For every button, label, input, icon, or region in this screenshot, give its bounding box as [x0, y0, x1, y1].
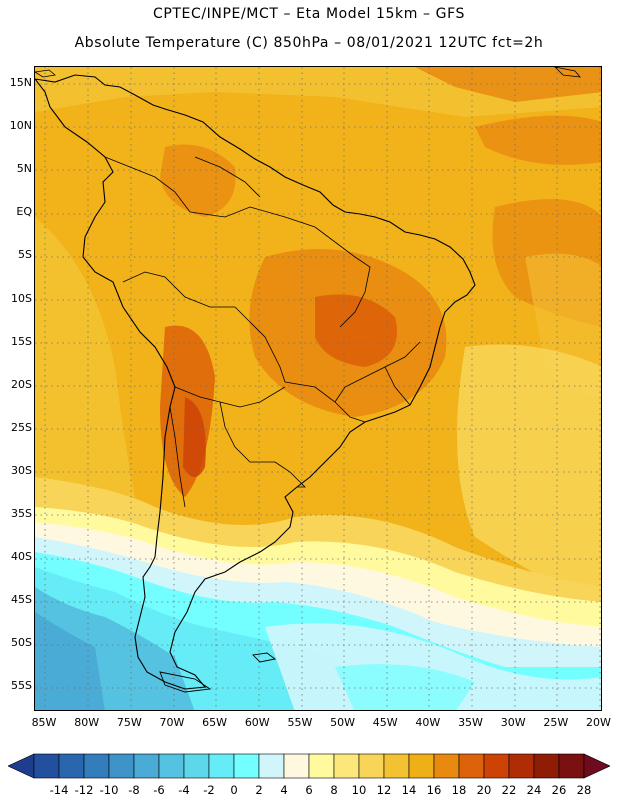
colorbar-label: 6	[305, 783, 313, 797]
lon-label: 60W	[244, 716, 270, 729]
colorbar-swatch	[458, 753, 485, 779]
colorbar-label: 22	[501, 783, 517, 797]
colorbar-swatch	[158, 753, 185, 779]
lon-label: 45W	[372, 716, 398, 729]
lat-label: 40S	[11, 550, 32, 564]
colorbar	[8, 753, 610, 779]
colorbar-label: -10	[99, 783, 119, 797]
colorbar-label: 16	[426, 783, 442, 797]
colorbar-label: 14	[401, 783, 417, 797]
map-title: CPTEC/INPE/MCT – Eta Model 15km – GFS	[152, 6, 466, 22]
colorbar-label: -8	[128, 783, 140, 797]
lon-label: 55W	[287, 716, 313, 729]
colorbar-swatch	[58, 753, 85, 779]
lon-label: 20W	[586, 716, 611, 729]
lat-label: 10S	[11, 291, 32, 305]
lat-label: 50S	[11, 636, 32, 650]
colorbar-swatch	[533, 753, 560, 779]
lon-label: 80W	[74, 716, 100, 729]
lat-label: 5S	[18, 248, 32, 262]
colorbar-swatch	[33, 753, 60, 779]
colorbar-label: 26	[551, 783, 567, 797]
colorbar-label: 28	[576, 783, 592, 797]
continent-outline	[35, 74, 476, 690]
colorbar-label: 18	[451, 783, 467, 797]
lon-label: 35W	[458, 716, 483, 729]
lat-label: 5N	[16, 162, 32, 176]
colorbar-label: 4	[280, 783, 288, 797]
lon-label: 50W	[330, 716, 355, 729]
colorbar-swatch	[208, 753, 235, 779]
colorbar-swatch	[508, 753, 535, 779]
colorbar-swatch	[258, 753, 285, 779]
colorbar-label: 0	[230, 783, 238, 797]
lat-label: 15S	[11, 334, 32, 348]
lat-label: 20S	[11, 377, 32, 391]
colorbar-swatch	[333, 753, 360, 779]
colorbar-swatch	[483, 753, 510, 779]
lat-label: 30S	[11, 463, 32, 477]
lon-label: 25W	[543, 716, 569, 729]
colorbar-label: 2	[255, 783, 263, 797]
colorbar-label: 20	[476, 783, 492, 797]
colorbar-swatch	[83, 753, 110, 779]
colorbar-label: -12	[74, 783, 94, 797]
lat-label: 10N	[9, 119, 32, 133]
colorbar-swatch	[233, 753, 260, 779]
colorbar-swatch	[183, 753, 210, 779]
lat-label: 55S	[11, 679, 32, 693]
colorbar-label: 8	[330, 783, 338, 797]
colorbar-swatch	[283, 753, 310, 779]
colorbar-swatch	[133, 753, 160, 779]
colorbar-swatch	[408, 753, 435, 779]
colorbar-label: 10	[351, 783, 367, 797]
map-subtitle: Absolute Temperature (C) 850hPa – 08/01/…	[74, 35, 544, 51]
lon-label: 65W	[202, 716, 228, 729]
temperature-map	[34, 66, 602, 711]
colorbar-label: -14	[49, 783, 69, 797]
lat-label: 15N	[9, 76, 32, 89]
colorbar-label: -6	[153, 783, 165, 797]
colorbar-swatch	[358, 753, 385, 779]
colorbar-low-extension	[8, 753, 35, 779]
lon-label: 85W	[31, 716, 57, 729]
colorbar-swatch	[383, 753, 410, 779]
colorbar-swatch	[433, 753, 460, 779]
lat-label: 35S	[11, 507, 32, 520]
lon-label: 75W	[116, 716, 142, 729]
lon-label: 70W	[159, 716, 185, 729]
lat-label: 45S	[11, 593, 32, 607]
colorbar-high-extension	[583, 753, 610, 779]
temperature-field	[35, 67, 601, 710]
lat-label: EQ	[16, 205, 32, 219]
lon-label: 40W	[415, 716, 441, 729]
colorbar-label: -2	[203, 783, 215, 797]
colorbar-swatch	[558, 753, 585, 779]
colorbar-swatch	[108, 753, 135, 779]
lat-label: 25S	[11, 420, 32, 434]
lon-label: 30W	[500, 716, 526, 729]
colorbar-label: 24	[526, 783, 542, 797]
colorbar-label: 12	[376, 783, 392, 797]
colorbar-label: -4	[178, 783, 190, 797]
colorbar-swatch	[308, 753, 335, 779]
